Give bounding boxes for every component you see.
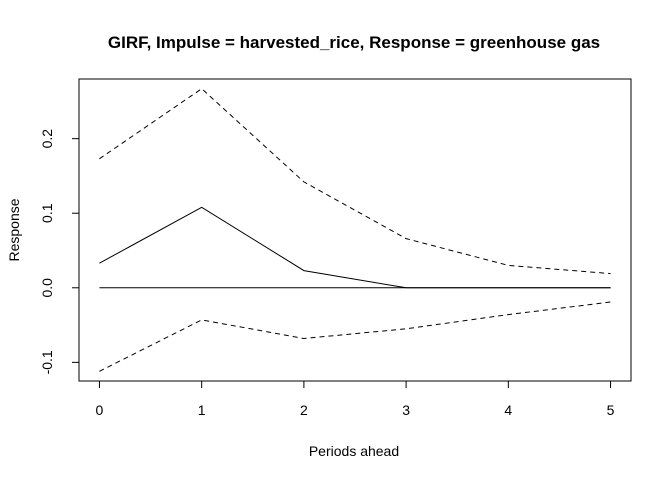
x-tick-label: 0 — [96, 402, 104, 418]
y-tick-label: 0.2 — [39, 129, 55, 149]
y-tick-label: 0.1 — [39, 203, 55, 223]
chart-title: GIRF, Impulse = harvested_rice, Response… — [108, 33, 600, 52]
x-tick-label: 1 — [198, 402, 206, 418]
y-tick-label: 0.0 — [39, 278, 55, 298]
y-axis-label: Response — [6, 198, 22, 261]
series-line-upper — [99, 88, 611, 275]
plot-frame — [78, 78, 632, 382]
x-tick-label: 5 — [607, 402, 615, 418]
x-tick-label: 3 — [402, 402, 410, 418]
y-axis: -0.1 0.0 0.1 0.2 — [39, 129, 80, 374]
series-layer — [99, 88, 611, 372]
x-axis: 0 1 2 3 4 5 — [96, 380, 615, 418]
series-line-lower — [99, 301, 611, 372]
x-tick-label: 4 — [504, 402, 512, 418]
y-tick-label: -0.1 — [39, 350, 55, 374]
series-line-irf — [99, 206, 611, 289]
x-axis-label: Periods ahead — [309, 443, 399, 459]
x-tick-label: 2 — [300, 402, 308, 418]
